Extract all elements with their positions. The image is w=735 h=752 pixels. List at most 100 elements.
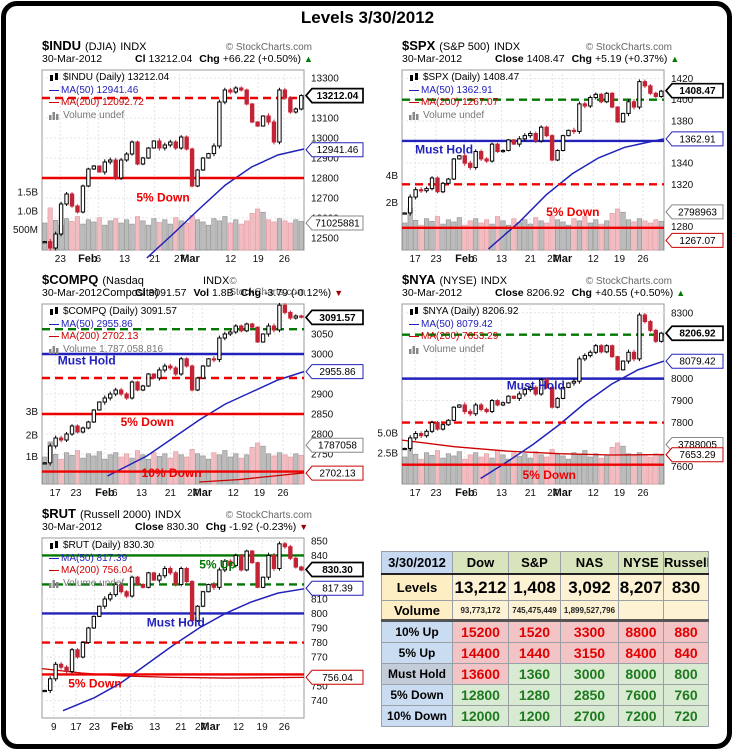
svg-text:17: 17: [70, 722, 82, 733]
svg-text:26: 26: [637, 488, 649, 499]
svg-text:13300: 13300: [311, 74, 339, 85]
table-cell: 2700: [560, 705, 619, 727]
svg-text:12900: 12900: [311, 154, 339, 165]
table-cell: 3150: [560, 642, 619, 664]
svg-text:27: 27: [195, 722, 207, 733]
table-cell: [618, 600, 664, 621]
svg-text:Mar: Mar: [193, 487, 213, 499]
close-value: 3091.57: [148, 287, 187, 299]
svg-text:Feb: Feb: [95, 487, 115, 499]
price-plot: Must Hold 5% Down 10% Down 3050 3000 2900 2850…: [26, 302, 364, 499]
svg-text:1.0B: 1.0B: [17, 206, 38, 217]
svg-text:27: 27: [174, 254, 186, 265]
symbol: $RUT: [42, 506, 76, 521]
svg-text:6: 6: [128, 722, 134, 733]
svg-text:2.5B: 2.5B: [377, 448, 398, 459]
close-value: 13212.04: [148, 53, 193, 65]
svg-text:12: 12: [588, 488, 600, 499]
change-arrow-icon: ▼: [299, 522, 309, 532]
svg-text:2798963: 2798963: [678, 207, 717, 218]
table-cell: 840: [663, 642, 709, 664]
table-cell: 14400: [452, 642, 509, 664]
chart-panel-indu: $INDU (DJIA) INDX © StockCharts.com 30-M…: [12, 38, 364, 272]
svg-text:Feb: Feb: [111, 721, 131, 733]
svg-text:26: 26: [637, 254, 649, 265]
index-name: (Nasdaq Composite): [102, 275, 159, 299]
svg-text:Feb: Feb: [455, 253, 475, 265]
chart-subheader: 30-Mar-2012 Close 830.30 Chg -1.92 (-0.2…: [12, 521, 364, 535]
chart-header: $INDU (DJIA) INDX © StockCharts.com: [12, 38, 364, 53]
chart-date: 30-Mar-2012: [402, 53, 463, 65]
svg-text:6: 6: [472, 254, 478, 265]
table-cell: 7600: [618, 684, 664, 706]
svg-text:4B: 4B: [386, 171, 399, 182]
svg-text:23: 23: [430, 254, 442, 265]
svg-text:2850: 2850: [311, 410, 334, 421]
chg-value: +40.55 (+0.50%): [594, 287, 674, 299]
table-cell: 720: [663, 705, 709, 727]
chart-panel-nya: $NYA (NYSE) INDX © StockCharts.com 30-Ma…: [372, 272, 724, 506]
svg-text:12800: 12800: [311, 174, 339, 185]
svg-text:5% Down: 5% Down: [68, 677, 121, 691]
table-column-header: NAS: [560, 551, 619, 575]
chart-panel-rut: $RUT (Russell 2000) INDX © StockCharts.c…: [12, 506, 364, 740]
svg-text:6: 6: [96, 254, 102, 265]
chart-subheader: 30-Mar-2012 Close 8206.92 Chg +40.55 (+0…: [372, 287, 724, 301]
symbol: $INDU: [42, 38, 82, 53]
svg-text:23: 23: [89, 722, 101, 733]
svg-text:Feb: Feb: [78, 253, 98, 265]
table-cell: 8000: [618, 663, 664, 685]
table-cell: 7200: [618, 705, 664, 727]
chg-value: +66.22 (+0.50%): [222, 53, 301, 65]
table-cell: 1440: [508, 642, 561, 664]
table-cell: 8400: [618, 642, 664, 664]
index-name: (NYSE): [439, 275, 477, 287]
table-cell: 93,773,172: [452, 600, 509, 621]
svg-text:1400: 1400: [671, 95, 694, 106]
table-cell: 800: [663, 663, 709, 685]
svg-text:17: 17: [410, 254, 422, 265]
svg-text:5% Up: 5% Up: [199, 557, 236, 571]
svg-text:1B: 1B: [26, 452, 39, 463]
svg-text:13: 13: [136, 488, 148, 499]
price-plot: Must Hold 5% Down 1420 1400 1380 1340 1320 1280…: [386, 69, 724, 265]
table-row: Must Hold 13600 1360 3000 8000 800: [381, 663, 709, 685]
levels-table: 3/30/2012 Dow S&P NAS NYSE Russell Levels 13,21…: [381, 551, 709, 727]
table-cell: 13,212: [452, 573, 509, 601]
table-row-label: Volume: [381, 600, 453, 621]
svg-text:2B: 2B: [26, 430, 39, 441]
exchange: INDX: [120, 41, 147, 53]
levels-table-wrap: 3/30/2012 Dow S&P NAS NYSE Russell Levels 13,21…: [381, 551, 709, 727]
table-row-label: Must Hold: [381, 663, 453, 685]
svg-text:13: 13: [119, 254, 131, 265]
change-arrow-icon: ▲: [303, 54, 313, 64]
svg-text:13: 13: [149, 722, 161, 733]
change-arrow-icon: ▲: [676, 288, 686, 298]
svg-text:12: 12: [225, 254, 237, 265]
svg-text:10% Down: 10% Down: [142, 466, 202, 480]
svg-text:1267.07: 1267.07: [679, 236, 716, 247]
table-cell: 1200: [508, 705, 561, 727]
svg-text:12500: 12500: [311, 234, 339, 245]
svg-text:17: 17: [410, 488, 422, 499]
svg-text:3B: 3B: [26, 407, 39, 418]
svg-text:6: 6: [472, 488, 478, 499]
table-cell: 3300: [560, 620, 619, 643]
table-row: Levels 13,212 1,408 3,092 8,207 830: [381, 573, 709, 601]
svg-text:23: 23: [55, 254, 67, 265]
svg-text:1280: 1280: [671, 222, 694, 233]
exchange: INDX: [493, 41, 521, 53]
svg-text:2900: 2900: [311, 390, 334, 401]
svg-text:8300: 8300: [671, 308, 694, 319]
chart-date: 30-Mar-2012: [42, 53, 103, 65]
svg-text:850: 850: [311, 536, 328, 547]
svg-text:800: 800: [311, 609, 328, 620]
change-arrow-icon: ▲: [670, 54, 680, 64]
chg-label: Chg: [199, 53, 220, 65]
copyright: © StockCharts.com: [585, 42, 672, 53]
chart-subheader: 30-Mar-2012 Cl 3091.57 Vol 1.8B Chg -3.7…: [12, 287, 364, 301]
svg-text:Must Hold: Must Hold: [507, 379, 565, 393]
svg-text:3050: 3050: [311, 330, 334, 341]
chart-header: $NYA (NYSE) INDX © StockCharts.com: [372, 272, 724, 287]
